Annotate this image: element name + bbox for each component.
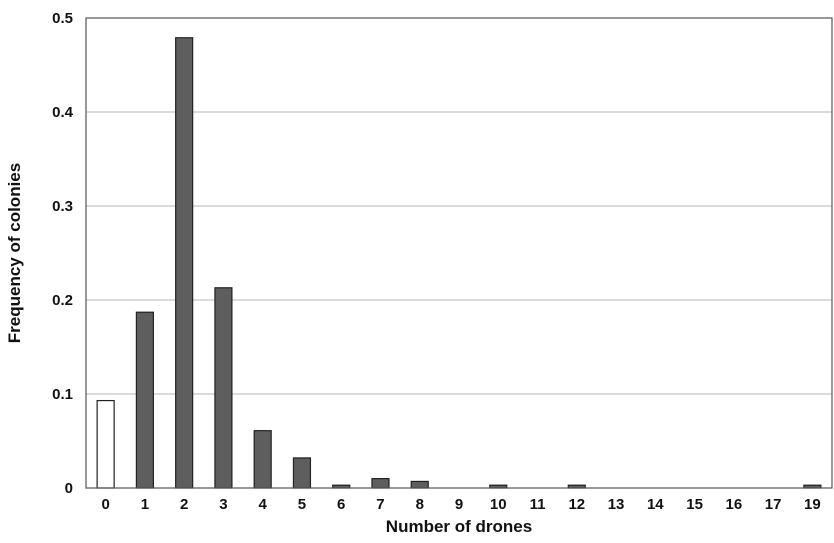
- x-tick-label: 4: [259, 496, 268, 513]
- x-tick-label: 1: [141, 496, 149, 513]
- y-axis-label: Frequency of colonies: [5, 163, 24, 343]
- bar-3: [214, 287, 233, 489]
- x-tick-label: 3: [219, 496, 227, 513]
- x-tick-label: 12: [568, 496, 585, 513]
- x-tick-label: 9: [455, 496, 463, 513]
- x-tick-label: 7: [376, 496, 384, 513]
- bars: [96, 37, 822, 489]
- bar-5: [292, 457, 312, 489]
- bar-1: [135, 311, 154, 489]
- y-tick-label: 0.1: [52, 386, 73, 403]
- y-tick-label: 0.4: [52, 104, 74, 121]
- x-tick-label: 14: [647, 496, 664, 513]
- x-tick-label: 11: [530, 496, 546, 513]
- bar-4: [253, 430, 272, 489]
- x-tick-label: 0: [101, 496, 109, 513]
- y-tick-label: 0.2: [52, 292, 73, 309]
- x-tick-labels: 0 1 2 3 4 5 6 7 8 9 10 11 12 13 14 15 16 17 19: [101, 496, 820, 513]
- x-tick-label: 6: [337, 496, 345, 513]
- y-tick-label: 0.5: [52, 10, 73, 27]
- x-tick-label: 10: [490, 496, 507, 513]
- x-tick-label: 8: [416, 496, 424, 513]
- bar-8: [410, 480, 429, 489]
- x-axis-label: Number of drones: [386, 517, 532, 536]
- bar-0: [96, 399, 115, 489]
- plot-area-frame: [85, 17, 833, 489]
- x-tick-label: 15: [686, 496, 703, 513]
- x-tick-label: 17: [765, 496, 782, 513]
- bar-2: [175, 37, 194, 489]
- x-tick-label: 5: [298, 496, 306, 513]
- x-tick-label: 19: [804, 496, 821, 513]
- x-tick-label: 2: [180, 496, 188, 513]
- gridlines: [86, 111, 832, 395]
- y-tick-labels: 0 0.1 0.2 0.3 0.4 0.5: [52, 10, 74, 497]
- x-tick-label: 16: [725, 496, 742, 513]
- y-tick-label: 0.3: [52, 198, 73, 215]
- x-tick-label: 13: [608, 496, 625, 513]
- axes: [85, 17, 833, 489]
- bar-7: [371, 478, 390, 489]
- y-tick-label: 0: [65, 480, 73, 497]
